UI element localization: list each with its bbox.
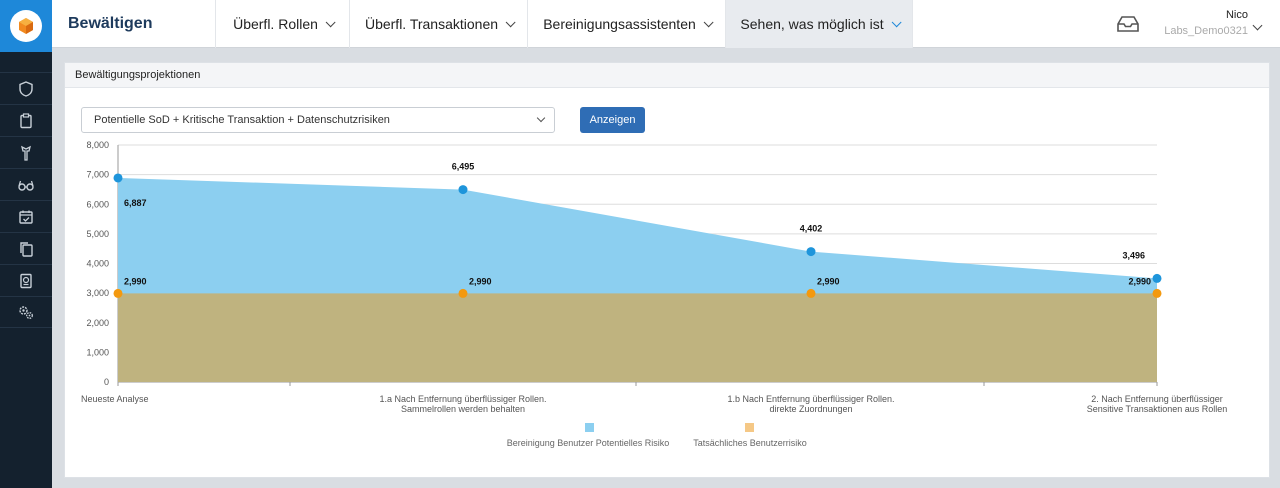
data-point-potential-risk [458, 185, 468, 195]
sidebar-item-shield[interactable] [0, 72, 52, 104]
panel-title: Bewältigungsprojektionen [65, 63, 1269, 88]
data-point-potential-risk [806, 247, 816, 257]
passport-icon [20, 273, 32, 288]
x-tick-label: 1.b Nach Entfernung überflüssiger Rollen… [727, 394, 894, 404]
logo[interactable] [0, 0, 52, 52]
copy-icon [20, 241, 33, 257]
legend-swatch-actual-risk [745, 423, 754, 432]
sidebar [0, 0, 52, 488]
tab-what-is-possible[interactable]: Sehen, was möglich ist [725, 0, 913, 48]
risk-type-select[interactable]: Potentielle SoD + Kritische Transaktion … [81, 107, 555, 133]
tab-label: Überfl. Transaktionen [364, 16, 499, 32]
app-title: Bewältigen [68, 15, 153, 32]
user-menu-chevron-icon[interactable] [1252, 20, 1263, 31]
data-label-actual-risk: 2,990 [124, 276, 147, 286]
logo-badge [10, 10, 42, 42]
sidebar-item-copy[interactable] [0, 232, 52, 264]
y-tick-label: 6,000 [86, 199, 109, 209]
hanger-icon [21, 145, 31, 161]
shield-icon [19, 80, 33, 97]
top-bar: Bewältigen Überfl. Rollen Überfl. Transa… [52, 0, 1280, 48]
y-tick-label: 3,000 [86, 288, 109, 298]
data-point-actual-risk [113, 288, 123, 298]
data-label-potential-risk: 6,495 [452, 162, 475, 172]
calendar-check-icon [19, 210, 33, 224]
clipboard-icon [20, 112, 32, 128]
x-tick-label: 1.a Nach Entfernung überflüssiger Rollen… [379, 394, 546, 404]
x-tick-label: direkte Zuordnungen [769, 404, 852, 414]
tab-label: Überfl. Rollen [233, 16, 318, 32]
data-label-potential-risk: 6,887 [124, 198, 147, 208]
y-tick-label: 7,000 [86, 170, 109, 180]
gears-icon [19, 306, 33, 319]
data-label-actual-risk: 2,990 [817, 276, 840, 286]
tab-cleanup-assistants[interactable]: Bereinigungsassistenten [527, 0, 725, 48]
data-point-actual-risk [458, 288, 468, 298]
inbox-button[interactable] [1116, 15, 1140, 38]
sidebar-item-review[interactable] [0, 168, 52, 200]
chevron-down-icon [325, 16, 336, 27]
tab-label: Sehen, was möglich ist [740, 16, 884, 32]
data-label-potential-risk: 3,496 [1122, 250, 1145, 260]
data-point-actual-risk [806, 288, 816, 298]
sidebar-item-roles[interactable] [0, 136, 52, 168]
x-tick-label: Sensitive Transaktionen aus Rollen [1087, 404, 1228, 414]
glasses-icon [18, 180, 34, 191]
user-name[interactable]: Nico [1225, 9, 1248, 21]
inbox-icon [1117, 16, 1139, 32]
logo-cube-icon [19, 18, 33, 34]
x-tick-label: 2. Nach Entfernung überflüssiger [1091, 394, 1223, 404]
risk-type-select-value: Potentielle SoD + Kritische Transaktion … [94, 114, 390, 126]
tab-redundant-roles[interactable]: Überfl. Rollen [215, 0, 349, 48]
y-tick-label: 4,000 [86, 259, 109, 269]
legend-label-potential-risk: Bereinigung Benutzer Potentielles Risiko [507, 438, 670, 448]
legend-swatch-potential-risk [585, 423, 594, 432]
data-label-actual-risk: 2,990 [1128, 276, 1151, 286]
data-point-potential-risk [113, 173, 123, 183]
x-tick-label: Sammelrollen werden behalten [401, 404, 525, 414]
show-button[interactable]: Anzeigen [580, 107, 645, 133]
tab-redundant-transactions[interactable]: Überfl. Transaktionen [349, 0, 527, 48]
y-tick-label: 1,000 [86, 347, 109, 357]
sidebar-menu [0, 72, 52, 328]
data-label-potential-risk: 4,402 [800, 224, 823, 234]
series-area-actual-risk [118, 293, 1157, 382]
data-point-actual-risk [1152, 288, 1162, 298]
tab-label: Bereinigungsassistenten [543, 16, 696, 32]
y-tick-label: 8,000 [86, 140, 109, 150]
data-point-potential-risk [1152, 273, 1162, 283]
y-tick-label: 2,000 [86, 318, 109, 328]
data-label-actual-risk: 2,990 [469, 276, 492, 286]
x-tick-label: Neueste Analyse [81, 394, 149, 404]
sidebar-item-clipboard[interactable] [0, 104, 52, 136]
chevron-down-icon [703, 16, 714, 27]
projection-panel: Bewältigungsprojektionen Potentielle SoD… [64, 62, 1270, 478]
y-tick-label: 5,000 [86, 229, 109, 239]
y-tick-label: 0 [104, 377, 109, 387]
legend-label-actual-risk: Tatsächliches Benutzerrisiko [693, 438, 807, 448]
sidebar-item-settings[interactable] [0, 296, 52, 328]
sidebar-item-schedule[interactable] [0, 200, 52, 232]
user-org: Labs_Demo0321 [1164, 25, 1248, 37]
sidebar-item-identity[interactable] [0, 264, 52, 296]
chevron-down-icon [505, 16, 516, 27]
projection-chart: 0 1,000 2,000 3,000 4,000 5,000 6,000 7,000 8,00… [81, 140, 1228, 448]
chevron-down-icon [891, 16, 902, 27]
